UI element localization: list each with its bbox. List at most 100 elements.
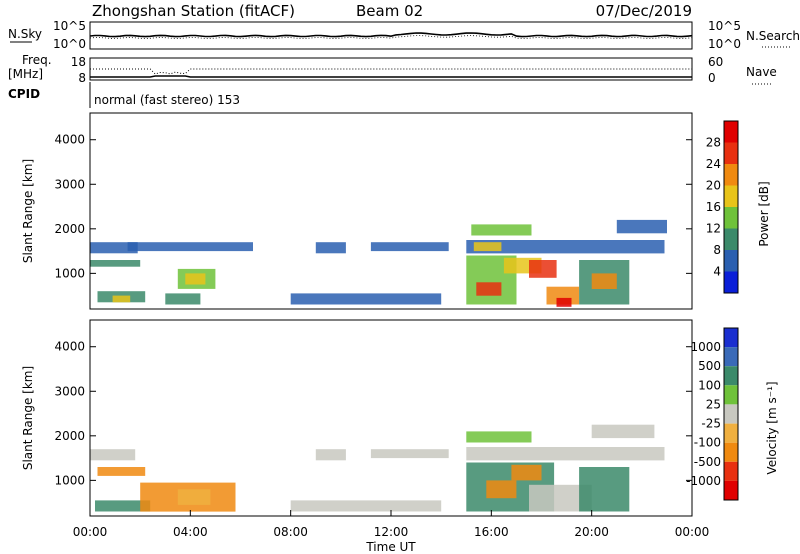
power-colorbar-tick-3: 16 <box>706 200 721 214</box>
power-echo-region-3 <box>112 295 131 303</box>
velocity-echo-region-6 <box>315 449 346 461</box>
velocity-colorbar-segment-4 <box>724 404 738 424</box>
power-echo-region-9 <box>370 242 449 252</box>
velocity-echo-region-1 <box>97 467 146 476</box>
power-ytick-label-3: 4000 <box>54 133 85 147</box>
power-echo-region-13 <box>471 224 532 236</box>
velocity-colorbar-segment-1 <box>724 347 738 367</box>
noise-panel: N.Sky 10^5 10^0 10^5 10^0 N.Search <box>8 19 800 51</box>
frequency-panel: Freq. [MHz] 18 8 60 0 Nave <box>8 53 777 85</box>
power-colorbar-segment-1 <box>724 142 738 164</box>
power-ytick-label-0: 1000 <box>54 266 85 280</box>
xtick-label-5: 20:00 <box>574 525 609 539</box>
velocity-ylabel: Slant Range [km] <box>21 366 35 470</box>
power-colorbar-tick-5: 24 <box>706 157 721 171</box>
noise-right-tick-bottom: 10^0 <box>708 37 741 51</box>
velocity-echo-region-9 <box>466 447 665 461</box>
velocity-echo-region-4 <box>177 489 211 505</box>
power-echo-region-1 <box>90 260 141 267</box>
velocity-colorbar-segment-2 <box>724 366 738 386</box>
power-colorbar-label: Power [dB] <box>757 181 771 246</box>
velocity-x-ticks: 00:00 04:00 08:00 12:00 16:00 20:00 00:00 <box>73 510 710 539</box>
power-colorbar: 4 8 12 16 20 24 28 <box>706 120 739 294</box>
velocity-colorbar-tick-1: 500 <box>698 359 721 373</box>
velocity-ytick-label-0: 1000 <box>54 473 85 487</box>
velocity-echo-region-7 <box>370 449 449 459</box>
power-colorbar-frame <box>723 120 739 294</box>
power-panel: 1000 2000 3000 4000 Slant Range [km] 4 8 12 16… <box>21 112 771 310</box>
velocity-y-ticks: 1000 2000 3000 4000 <box>54 340 692 487</box>
cpid-label: CPID <box>8 87 40 101</box>
xtick-label-6: 00:00 <box>675 525 710 539</box>
power-echo-region-15 <box>476 282 502 296</box>
x-axis-label: Time UT <box>365 540 416 554</box>
velocity-echo-region-12 <box>511 464 542 481</box>
freq-left-tick-top: 18 <box>71 55 86 69</box>
power-echo-region-21 <box>591 273 617 289</box>
xtick-label-4: 16:00 <box>474 525 509 539</box>
noise-right-label: N.Search <box>746 29 800 43</box>
power-colorbar-segment-3 <box>724 185 738 207</box>
power-colorbar-tick-0: 4 <box>713 265 721 279</box>
power-echo-region-6 <box>185 273 206 285</box>
noise-left-label: N.Sky <box>8 27 42 41</box>
power-colorbar-tick-6: 28 <box>706 136 721 150</box>
power-echo-region-8 <box>315 242 346 254</box>
velocity-echo-region-2 <box>95 500 151 512</box>
power-colorbar-segment-7 <box>724 271 738 293</box>
velocity-colorbar-frame <box>723 327 739 501</box>
station-title: Zhongshan Station (fitACF) <box>92 2 295 20</box>
velocity-colorbar-segment-8 <box>724 480 738 500</box>
velocity-echo-region-5 <box>290 500 442 512</box>
velocity-colorbar-tick-2: 100 <box>698 378 721 392</box>
velocity-colorbar-tick-5: -100 <box>694 436 721 450</box>
power-colorbar-tick-2: 12 <box>706 222 721 236</box>
velocity-ytick-label-3: 4000 <box>54 340 85 354</box>
velocity-colorbar-segment-0 <box>724 328 738 348</box>
power-colorbar-segment-5 <box>724 228 738 250</box>
nave-line <box>90 68 692 75</box>
cpid-text: normal (fast stereo) 153 <box>94 93 240 107</box>
freq-left-tick-bottom: 8 <box>78 71 86 85</box>
power-echo-region-19 <box>556 297 572 307</box>
velocity-colorbar-tick-0: 1000 <box>690 340 721 354</box>
velocity-colorbar-tick-3: 25 <box>706 397 721 411</box>
noise-sky-line <box>89 32 693 38</box>
xtick-label-2: 08:00 <box>273 525 308 539</box>
velocity-data-cells <box>90 424 665 512</box>
power-ytick-label-2: 3000 <box>54 177 85 191</box>
velocity-colorbar-segment-3 <box>724 385 738 405</box>
power-colorbar-segment-6 <box>724 250 738 272</box>
power-y-ticks: 1000 2000 3000 4000 <box>54 133 692 280</box>
power-colorbar-segment-2 <box>724 164 738 186</box>
velocity-colorbar-segment-6 <box>724 442 738 462</box>
power-echo-region-17 <box>529 260 557 278</box>
power-echo-region-11 <box>466 240 665 254</box>
power-echo-region-7 <box>127 242 253 252</box>
date-title: 07/Dec/2019 <box>596 2 692 20</box>
velocity-echo-region-0 <box>90 449 136 461</box>
velocity-colorbar-segment-5 <box>724 423 738 443</box>
xtick-label-0: 00:00 <box>73 525 108 539</box>
power-ytick-label-1: 2000 <box>54 222 85 236</box>
power-colorbar-segment-0 <box>724 121 738 143</box>
freq-right-tick-top: 60 <box>708 55 723 69</box>
power-echo-region-22 <box>616 219 667 234</box>
velocity-panel: 1000 2000 3000 4000 00:00 04:00 08:00 12:00 16:… <box>21 319 779 554</box>
freq-label-1: Freq. <box>22 53 52 67</box>
power-panel-frame <box>89 112 693 310</box>
velocity-colorbar-label: Velocity [m s⁻¹] <box>765 381 779 474</box>
velocity-echo-region-15 <box>591 424 655 439</box>
velocity-colorbar-tick-4: -25 <box>701 417 721 431</box>
cpid-panel: CPID normal (fast stereo) 153 <box>8 82 240 108</box>
nave-label: Nave <box>746 65 777 79</box>
xtick-label-1: 04:00 <box>173 525 208 539</box>
velocity-ytick-label-1: 2000 <box>54 429 85 443</box>
velocity-colorbar-tick-7: -1000 <box>686 474 721 488</box>
noise-left-tick-top: 10^5 <box>53 19 86 33</box>
noise-right-tick-top: 10^5 <box>708 19 741 33</box>
power-colorbar-tick-1: 8 <box>713 243 721 257</box>
power-ylabel: Slant Range [km] <box>21 159 35 263</box>
power-echo-region-4 <box>165 293 201 305</box>
